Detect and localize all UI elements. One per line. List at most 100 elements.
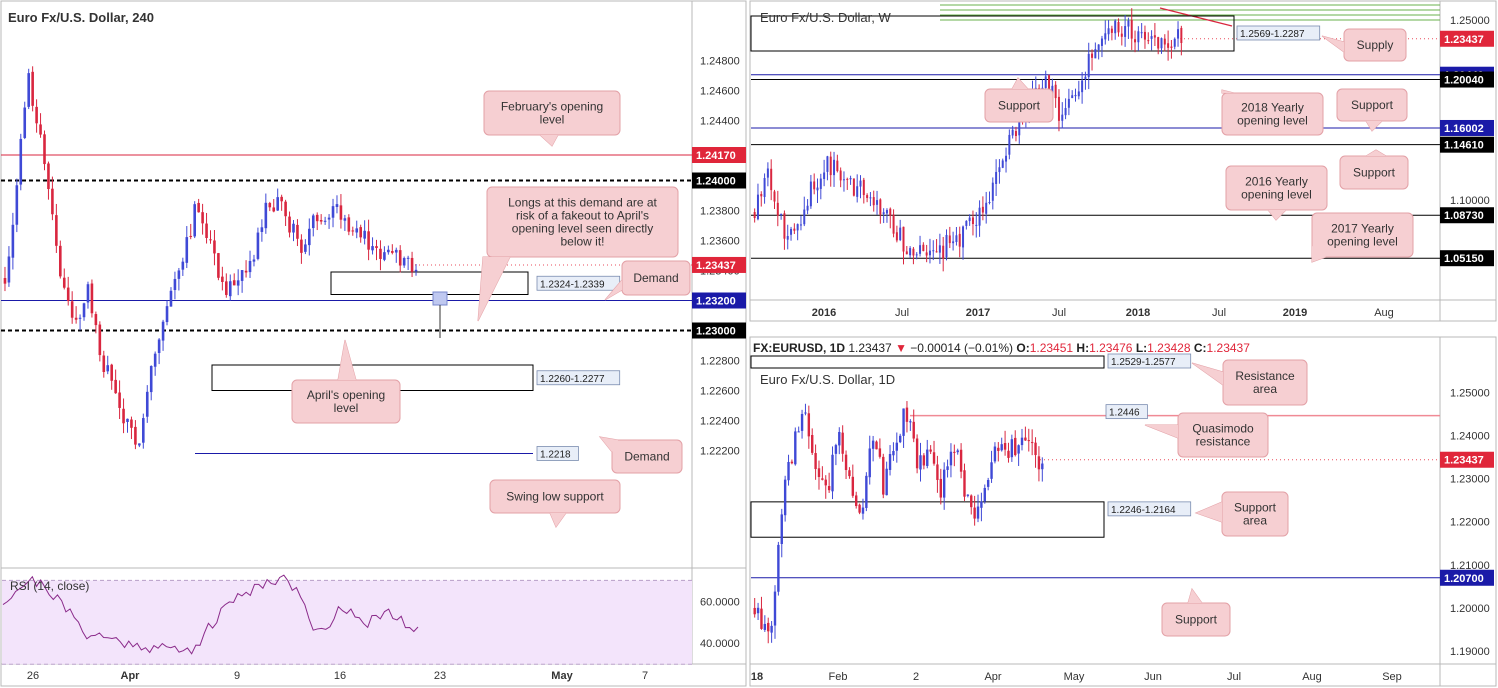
h4-callout-demand2-tail-fill: [600, 437, 618, 452]
h4-callout-april-text: April's opening: [307, 388, 385, 402]
daily-price: 1.23437: [848, 341, 895, 355]
candle-body: [956, 450, 959, 453]
candle-body: [1081, 80, 1084, 93]
candle-body: [793, 228, 796, 231]
candle-body: [1010, 439, 1014, 458]
daily-price-tick: 1.21000: [1450, 560, 1490, 572]
h4-callout-demand1: Demand: [604, 260, 691, 301]
candle-body: [973, 507, 976, 519]
candle-body: [902, 226, 905, 252]
daily-quasimodo-label: 1.2446: [1109, 408, 1140, 419]
candle-body: [35, 106, 38, 124]
candle-body: [786, 236, 789, 240]
rsi-line: [2, 574, 419, 655]
rsi-title: RSI (14, close): [10, 579, 89, 593]
weekly-supply-zone: [750, 15, 1235, 52]
candle-body: [819, 178, 822, 189]
candle-body: [889, 208, 892, 216]
candle-body: [110, 364, 113, 381]
candle-body: [995, 171, 998, 184]
weekly-price-tick: 1.25000: [1450, 15, 1490, 27]
candle-body: [11, 224, 15, 258]
weekly-callout-2016-text: 2016 Yearly: [1245, 175, 1308, 189]
candle-body: [1057, 96, 1060, 121]
candle-body: [300, 239, 303, 253]
daily-resistance-label: 1.2529-1.2577: [1111, 357, 1176, 368]
daily-time-tick: Apr: [984, 671, 1001, 683]
candle-body: [852, 178, 855, 196]
candle-body: [410, 257, 414, 272]
candle-body: [895, 232, 898, 241]
candle-body: [1173, 38, 1176, 47]
candle-body: [414, 269, 418, 272]
candle-body: [355, 228, 359, 233]
daily-change: −0.00014 (−0.01%): [910, 341, 1016, 355]
weekly-time-tick: 2019: [1283, 307, 1307, 319]
candle-body: [82, 303, 86, 318]
candle-body: [915, 438, 919, 469]
candle-body: [846, 178, 849, 180]
candle-body: [806, 205, 809, 211]
candle-body: [98, 324, 102, 356]
candle-body: [882, 212, 885, 215]
candle-body: [1153, 35, 1156, 38]
candle-body: [1110, 28, 1113, 33]
candle-body: [1008, 134, 1011, 155]
daily-title: Euro Fx/U.S. Dollar, 1D: [760, 372, 895, 387]
candle-body: [902, 408, 905, 436]
candle-body: [406, 257, 410, 259]
h4-callout-demand1-text: Demand: [633, 271, 678, 285]
candle-body: [780, 214, 783, 216]
candle-body: [988, 202, 991, 204]
daily-callout-support-area-text: Support: [1234, 501, 1277, 515]
candle-body: [922, 244, 925, 252]
candle-body: [965, 220, 968, 226]
h4-price-tick: 1.23800: [700, 206, 740, 218]
weekly-level-label: 1.05150: [1444, 253, 1484, 265]
candle-body: [942, 469, 946, 498]
candle-body: [142, 418, 145, 443]
candle-body: [773, 191, 776, 202]
candle-body: [1024, 437, 1027, 441]
candle-body: [766, 168, 769, 178]
candle-body: [189, 235, 193, 237]
h4-zone-label-lower: 1.2260-1.2277: [540, 374, 605, 385]
h4-callout-feb-text: February's opening: [501, 100, 603, 114]
h4-callout-swing: Swing low support: [489, 479, 621, 529]
candle-body: [824, 479, 827, 486]
candle-body: [790, 461, 794, 464]
candle-body: [872, 197, 875, 206]
weekly-callout-2017-text: opening level: [1327, 235, 1398, 249]
candle-body: [997, 447, 1000, 451]
weekly-zone-label: 1.2569-1.2287: [1240, 29, 1305, 40]
candle-body: [1150, 36, 1153, 39]
daily-candles: [753, 401, 1044, 644]
h4-price-tick: 1.24600: [700, 86, 740, 98]
candle-body: [169, 290, 173, 307]
candle-body: [851, 476, 855, 496]
h4-callout-demand2-text: Demand: [624, 450, 669, 464]
candle-body: [47, 163, 50, 190]
candle-body: [86, 284, 90, 303]
candle-body: [62, 277, 66, 288]
candle-body: [753, 212, 756, 218]
weekly-time-tick: Jul: [1052, 307, 1066, 319]
weekly-zone-label-box: [1236, 25, 1321, 41]
candle-body: [834, 445, 838, 454]
weekly-time-tick: Jul: [895, 307, 909, 319]
candle-body: [209, 239, 212, 241]
daily-price-tick: 1.23000: [1450, 474, 1490, 486]
candle-body: [952, 241, 955, 244]
candle-body: [1157, 37, 1160, 49]
candle-body: [935, 251, 938, 253]
candle-body: [225, 281, 228, 295]
candle-body: [932, 250, 935, 252]
candle-body: [398, 250, 402, 266]
weekly-level-label-bg: [1440, 119, 1494, 136]
candle-body: [1094, 49, 1097, 59]
candle-body: [363, 230, 366, 239]
candle-body: [145, 391, 149, 417]
candle-body: [177, 270, 181, 279]
weekly-callout-support2-tail-fill: [1366, 121, 1382, 131]
